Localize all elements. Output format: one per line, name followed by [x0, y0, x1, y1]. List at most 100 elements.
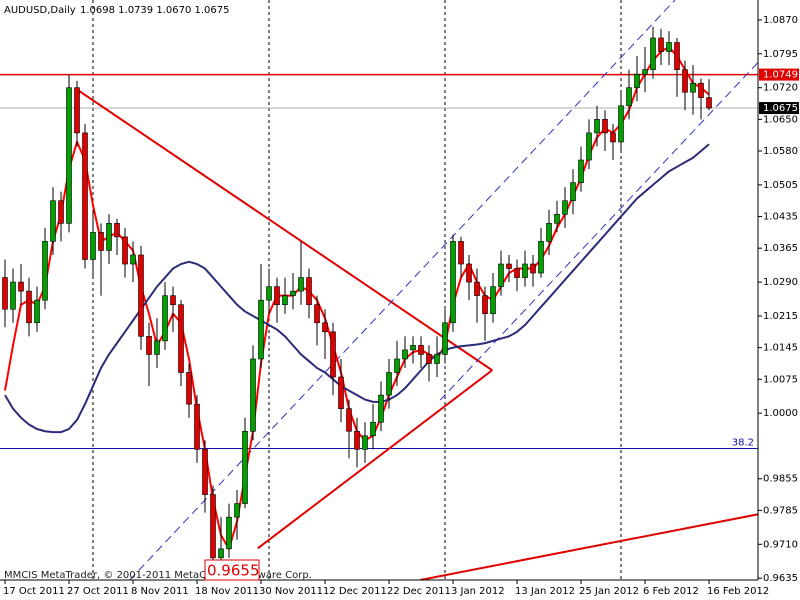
candle-body — [74, 87, 80, 134]
fibo-label: 38.2 — [732, 437, 754, 448]
candle-body — [514, 268, 520, 278]
candle-body — [554, 213, 560, 224]
candle-body — [530, 263, 536, 274]
candle-body — [498, 263, 504, 287]
candle-body — [450, 241, 456, 324]
candle-body — [218, 548, 224, 559]
candle-body — [186, 372, 192, 405]
y-tick-label: 0.9710 — [763, 539, 798, 550]
y-tick-label: 1.0215 — [763, 311, 798, 322]
candle-body — [234, 503, 240, 518]
candle-body — [162, 295, 168, 342]
candle-body — [82, 132, 88, 260]
x-tick-label: 16 Feb 2012 — [707, 586, 769, 597]
candle-body — [194, 403, 200, 450]
candle-body — [394, 358, 400, 373]
indicator-line — [4, 143, 710, 434]
candle-body — [42, 241, 48, 301]
trendline — [420, 513, 758, 580]
candle-body — [178, 304, 184, 373]
candle-body — [546, 223, 552, 242]
candle-body — [250, 358, 256, 432]
candle-body — [298, 277, 304, 292]
candle-body — [386, 372, 392, 396]
price-box-label: 1.0749 — [763, 70, 798, 81]
copyright: MMCIS MetaTrader, © 2001-2011 MetaQuotes… — [4, 570, 312, 581]
x-tick-label: 17 Oct 2011 — [3, 586, 65, 597]
candle-body — [426, 354, 432, 364]
x-tick-label: 27 Oct 2011 — [67, 586, 129, 597]
y-tick-label: 0.9635 — [763, 573, 798, 584]
candle-body — [706, 97, 712, 109]
candle-body — [626, 87, 632, 107]
candle-body — [362, 435, 368, 450]
candle-body — [442, 322, 448, 355]
candle-body — [306, 277, 312, 305]
candle-body — [202, 449, 208, 495]
candle-body — [618, 105, 624, 143]
candle-body — [346, 408, 352, 432]
candle-body — [274, 286, 280, 305]
candle-body — [458, 241, 464, 265]
candle-body — [354, 430, 360, 450]
x-tick-label: 18 Nov 2011 — [195, 586, 259, 597]
candle-body — [434, 354, 440, 364]
candle-body — [490, 286, 496, 315]
candle-body — [266, 286, 272, 301]
candle-body — [642, 69, 648, 75]
y-tick-label: 1.0870 — [763, 15, 798, 26]
x-tick-label: 12 Dec 2011 — [323, 586, 387, 597]
y-tick-label: 1.0720 — [763, 83, 798, 94]
candle-body — [666, 42, 672, 52]
candle-body — [34, 299, 40, 324]
candle-body — [50, 200, 56, 242]
candle-body — [26, 290, 32, 324]
candle-body — [2, 277, 8, 310]
chart-title: AUDUSD,Daily — [4, 5, 76, 16]
candle-body — [466, 263, 472, 283]
y-tick-label: 1.0290 — [763, 277, 798, 288]
candle-body — [18, 281, 24, 292]
x-tick-label: 22 Dec 2011 — [387, 586, 451, 597]
low-label-box — [204, 559, 260, 581]
y-tick-label: 1.0580 — [763, 146, 798, 157]
y-tick-label: 0.9785 — [763, 505, 798, 516]
y-tick-label: 1.0075 — [763, 374, 798, 385]
candle-body — [330, 331, 336, 378]
candle-body — [562, 200, 568, 215]
candle-body — [538, 241, 544, 274]
candle-body — [658, 37, 664, 52]
candle-body — [682, 69, 688, 93]
candle-body — [10, 281, 16, 310]
candle-body — [586, 132, 592, 161]
candle-body — [370, 421, 376, 437]
candle-body — [634, 73, 640, 89]
candle-body — [90, 232, 96, 260]
x-tick-label: 30 Nov 2011 — [259, 586, 323, 597]
candle-body — [106, 223, 112, 251]
candle-body — [130, 254, 136, 265]
candle-body — [210, 494, 216, 559]
candle-body — [146, 336, 152, 355]
price-box — [759, 102, 799, 115]
candle-body — [674, 42, 680, 70]
price-box — [759, 68, 799, 81]
candle-body — [506, 263, 512, 269]
candle-body — [410, 345, 416, 351]
candle-body — [58, 200, 64, 224]
ohlc-text: 1.0698 1.0739 1.0670 1.0675 — [80, 5, 230, 16]
y-tick-label: 1.0365 — [763, 243, 798, 254]
candle-body — [690, 82, 696, 93]
candle-body — [122, 236, 128, 265]
x-tick-label: 3 Jan 2012 — [451, 586, 505, 597]
x-tick-label: 25 Jan 2012 — [579, 586, 639, 597]
candle-body — [570, 182, 576, 202]
candle-body — [602, 119, 608, 134]
candle-body — [650, 37, 656, 70]
candle-body — [242, 430, 248, 504]
low-label: 0.9655 — [207, 562, 260, 580]
y-tick-label: 1.0650 — [763, 114, 798, 125]
candle-body — [290, 290, 296, 296]
candle-body — [418, 345, 424, 355]
candle-body — [610, 132, 616, 143]
